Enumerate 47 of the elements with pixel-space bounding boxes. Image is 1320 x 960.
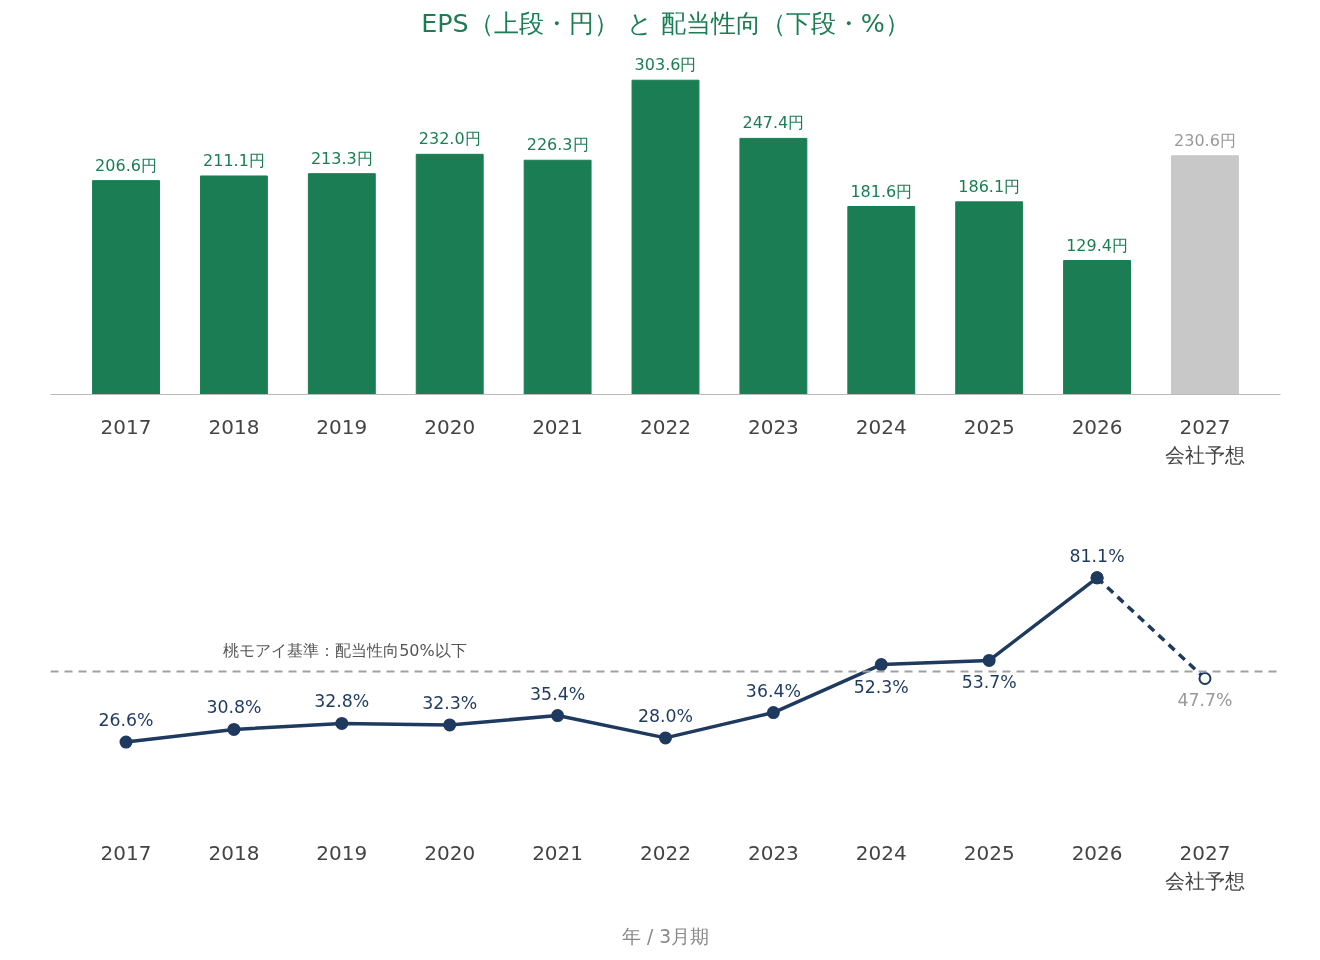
x-tick-label: 2021: [532, 840, 584, 865]
data-label: 32.3%: [422, 692, 478, 713]
data-label: 129.4円: [1066, 235, 1128, 255]
data-label: 26.6%: [98, 710, 154, 731]
x-tick-label: 2018: [208, 414, 260, 439]
x-tick-label: 2023: [747, 414, 799, 439]
x-tick-label: 2024: [855, 414, 907, 439]
data-label: 81.1%: [1069, 545, 1125, 566]
data-label: 30.8%: [206, 697, 262, 718]
data-label: 247.4円: [742, 113, 805, 133]
data-label: 186.1円: [958, 176, 1021, 196]
data-label: 211.1円: [203, 150, 265, 170]
x-tick-label: 2022: [640, 840, 691, 865]
x-tick-label: 2021: [532, 414, 584, 439]
data-label: 36.4%: [745, 680, 801, 701]
x-tick-label: 2020: [424, 840, 476, 865]
data-label: 52.3%: [853, 676, 909, 697]
x-tick-label: 2026: [1071, 840, 1123, 865]
data-label: 32.8%: [314, 691, 370, 712]
x-tick-label: 2023: [747, 840, 799, 865]
x-tick-label: 2019: [316, 414, 368, 439]
x-tick-label: 2020: [424, 414, 476, 439]
data-label: 206.6円: [95, 155, 157, 175]
x-axis-title: 年 / 3月期: [621, 926, 710, 948]
x-tick-label: 2018: [208, 840, 260, 865]
data-label: 53.7%: [961, 672, 1017, 693]
chart-title: EPS（上段・円） と 配当性向（下段・%）: [421, 7, 910, 38]
x-tick-label: 2022: [640, 414, 691, 439]
x-tick-label: 2017: [100, 840, 152, 865]
x-tick-label: 2027 会社予想: [1164, 840, 1245, 894]
x-tick-label: 2024: [855, 840, 907, 865]
data-label: 28.0%: [637, 705, 694, 726]
data-label: 232.0円: [418, 129, 481, 149]
x-tick-label: 2025: [963, 414, 1015, 439]
x-tick-label: 2027 会社予想: [1164, 414, 1245, 468]
data-label: 303.6円: [634, 55, 697, 75]
x-tick-label: 2025: [963, 840, 1015, 865]
x-tick-label: 2019: [316, 840, 368, 865]
ref-line-label: 桃モアイ基準：配当性向50%以下: [223, 640, 467, 660]
data-label: 226.3円: [526, 135, 589, 155]
data-label: 230.6円: [1174, 130, 1236, 150]
data-label: 213.3円: [310, 148, 373, 168]
data-label: 181.6円: [850, 181, 913, 201]
x-tick-label: 2017: [100, 414, 152, 439]
x-tick-label: 2026: [1071, 414, 1123, 439]
data-label: 47.7%: [1177, 690, 1233, 711]
data-label: 35.4%: [530, 683, 586, 704]
